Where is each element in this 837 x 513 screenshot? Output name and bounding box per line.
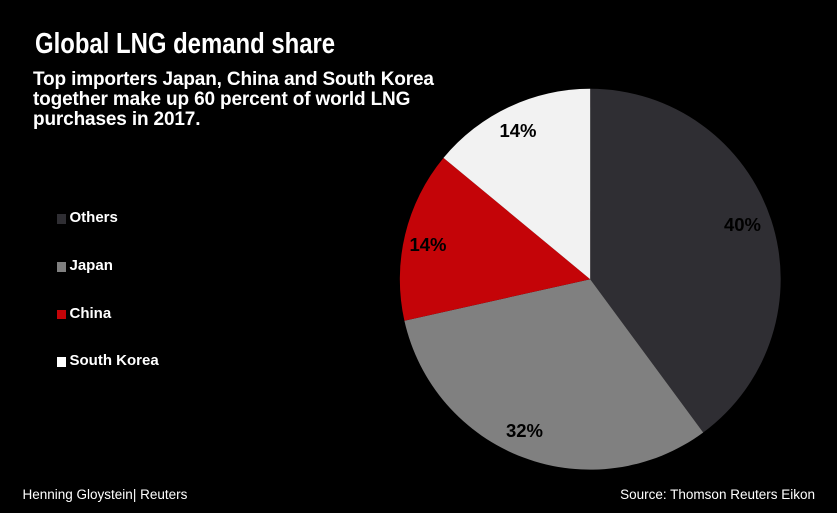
svg-text:14%: 14% xyxy=(499,120,536,141)
svg-text:14%: 14% xyxy=(409,234,446,255)
svg-text:32%: 32% xyxy=(506,420,543,441)
svg-text:40%: 40% xyxy=(724,214,761,235)
